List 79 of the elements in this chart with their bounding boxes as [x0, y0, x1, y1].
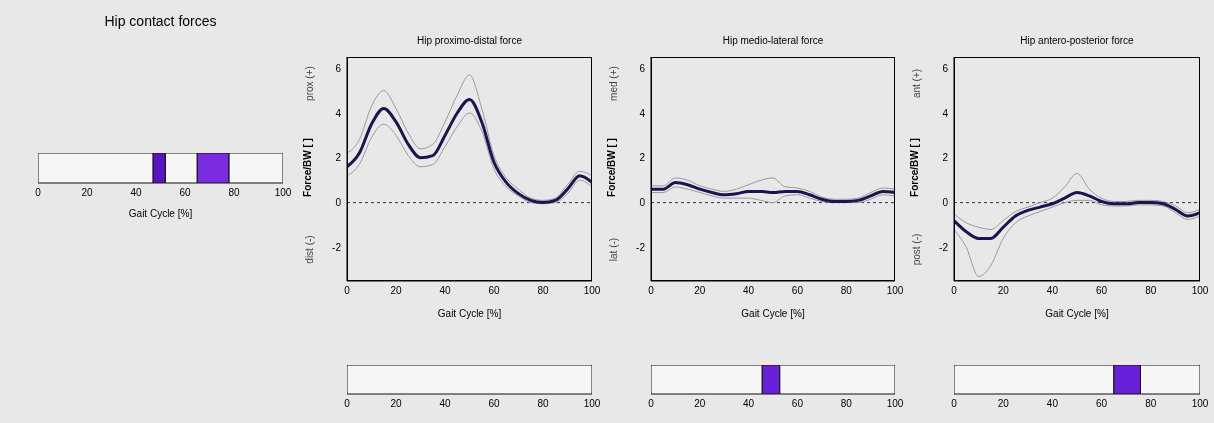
x-tick-label: 0 [344, 398, 351, 410]
y-tick-label: 4 [942, 107, 949, 119]
y-axis-title: Force/BW [ ] [605, 138, 617, 197]
text: post (-) [910, 232, 922, 268]
x-tick-label: 40 [439, 285, 451, 297]
x-axis-title: Gait Cycle [%] [437, 308, 502, 319]
y-tick-label: 6 [335, 62, 342, 74]
line-series [954, 191, 1200, 240]
y-tick-label: 2 [335, 152, 342, 164]
x-tick-label: 40 [743, 285, 755, 297]
text: ant (+) [910, 67, 922, 101]
text: prox (+) [303, 65, 315, 103]
chart-title: Hip medio-lateral force [721, 35, 825, 46]
y-tick-label: 6 [639, 62, 646, 74]
y-tick-label: 0 [335, 197, 342, 209]
chart-title: Hip antero-posterior force [1019, 35, 1135, 46]
x-tick-label: 100 [583, 285, 601, 297]
y-tick-label: 2 [639, 152, 646, 164]
x-tick-label: 60 [1096, 398, 1108, 410]
text: Hip contact forces [103, 13, 218, 29]
x-tick-label: 80 [840, 398, 853, 410]
x-tick-label: 40 [1046, 398, 1059, 410]
x-tick-label: 20 [81, 187, 93, 199]
line-series [347, 74, 592, 201]
y-axis-title: Force/BW [ ] [301, 138, 313, 197]
x-tick-label: 40 [1046, 285, 1059, 297]
x-tick-label: 40 [743, 398, 755, 410]
x-tick-label: 100 [1191, 398, 1209, 410]
x-tick-label: 20 [390, 398, 402, 410]
x-tick-label: 40 [439, 398, 451, 410]
x-axis-title: Gait Cycle [%] [741, 308, 805, 319]
x-tick-label: 100 [886, 398, 904, 410]
y-axis-title: Force/BW [ ] [908, 138, 920, 197]
x-tick-label: 60 [488, 285, 500, 297]
x-tick-label: 80 [1145, 285, 1157, 297]
chart-title: Hip proximo-distal force [415, 35, 523, 46]
x-tick-label: 100 [886, 285, 904, 297]
line-series [954, 199, 1200, 278]
line-series [954, 172, 1200, 230]
x-tick-label: 80 [537, 398, 549, 410]
x-tick-label: 60 [791, 398, 804, 410]
x-tick-label: 0 [344, 285, 351, 297]
x-tick-label: 80 [537, 285, 549, 297]
text: lat (-) [607, 236, 619, 264]
line-series [651, 186, 895, 204]
x-tick-label: 80 [840, 285, 853, 297]
x-tick-label: 80 [1145, 398, 1157, 410]
x-tick-label: 0 [951, 285, 958, 297]
x-tick-label: 20 [997, 285, 1010, 297]
x-tick-label: 40 [130, 187, 142, 199]
y-tick-label: -2 [636, 241, 646, 253]
text: med (+) [607, 65, 619, 103]
x-tick-label: 100 [274, 187, 292, 199]
y-tick-label: -2 [332, 241, 342, 253]
x-tick-label: 60 [179, 187, 191, 199]
x-tick-label: 0 [951, 398, 958, 410]
x-tick-label: 100 [583, 398, 601, 410]
x-axis-title: Gait Cycle [%] [128, 208, 193, 219]
y-tick-label: 4 [639, 107, 646, 119]
x-tick-label: 20 [997, 398, 1010, 410]
y-tick-label: 4 [335, 107, 342, 119]
x-tick-label: 100 [1191, 285, 1209, 297]
x-tick-label: 60 [488, 398, 500, 410]
y-tick-label: -2 [939, 241, 949, 253]
x-tick-label: 80 [228, 187, 240, 199]
x-tick-label: 0 [648, 285, 655, 297]
x-tick-label: 60 [1096, 285, 1108, 297]
x-tick-label: 0 [35, 187, 42, 199]
x-tick-label: 20 [694, 398, 706, 410]
y-tick-label: 0 [942, 197, 949, 209]
x-tick-label: 20 [694, 285, 706, 297]
x-tick-label: 60 [791, 285, 804, 297]
text: dist (-) [303, 234, 315, 266]
x-tick-label: 20 [390, 285, 402, 297]
x-tick-label: 0 [648, 398, 655, 410]
y-tick-label: 2 [942, 152, 949, 164]
x-axis-title: Gait Cycle [%] [1045, 308, 1109, 319]
y-tick-label: 0 [639, 197, 646, 209]
y-tick-label: 6 [942, 62, 949, 74]
